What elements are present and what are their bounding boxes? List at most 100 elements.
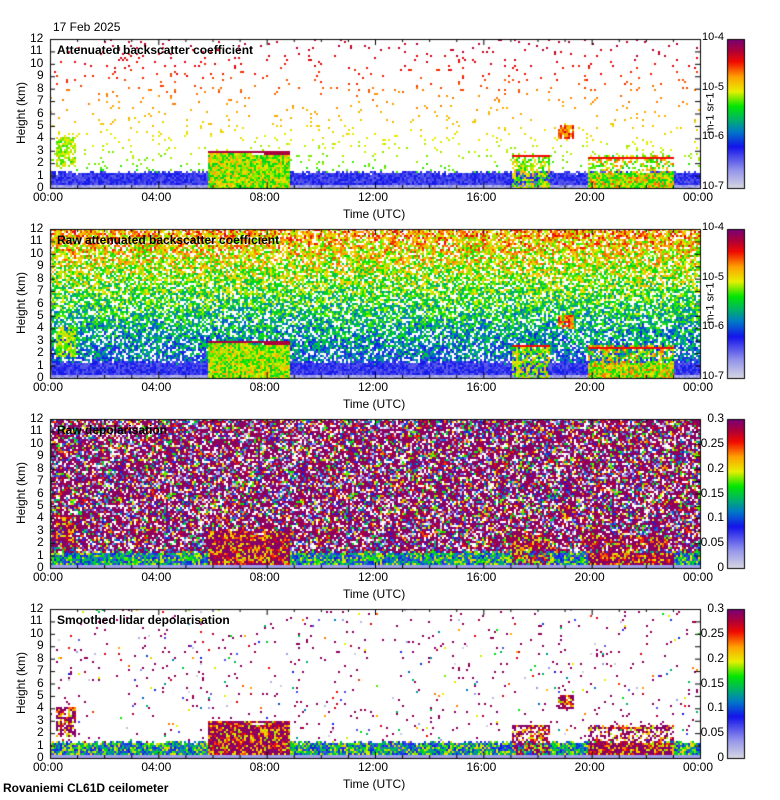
- panel-title: Attenuated backscatter coefficient: [57, 43, 254, 57]
- y-tick-label: 5: [37, 497, 44, 512]
- x-tick-label: 00:00: [33, 760, 64, 774]
- date-label: 17 Feb 2025: [53, 20, 121, 34]
- colorbar-unit-label: m-1 sr-1: [704, 92, 717, 133]
- y-tick-label: 3: [37, 712, 44, 727]
- colorbar-tick-label: 0.15: [700, 675, 724, 690]
- y-tick-label: 12: [30, 31, 44, 45]
- y-tick-label: 9: [37, 448, 44, 463]
- x-tick-label: 04:00: [141, 760, 172, 774]
- y-tick-label: 1: [37, 167, 44, 182]
- colorbar-tick-label: 0.25: [700, 435, 724, 450]
- y-tick-label: 7: [37, 473, 44, 488]
- y-tick-label: 5: [37, 307, 44, 322]
- y-axis-label: Height (km): [14, 461, 29, 524]
- x-axis-label: Time (UTC): [343, 777, 406, 791]
- y-tick-label: 8: [37, 460, 44, 475]
- y-tick-label: 5: [37, 117, 44, 132]
- colorbar-tick-label: 0.15: [700, 485, 724, 500]
- y-tick-label: 2: [37, 535, 44, 550]
- x-tick-label: 00:00: [33, 190, 64, 204]
- colorbar-tick-label: 10-5: [701, 270, 724, 283]
- y-axis-label: Height (km): [14, 651, 29, 714]
- colorbar-tick-label: 0.2: [707, 650, 724, 665]
- y-axis-label: Height (km): [14, 271, 29, 334]
- colorbar-tick-label: 10-7: [701, 180, 724, 192]
- x-tick-label: 20:00: [574, 570, 605, 584]
- y-tick-label: 9: [37, 258, 44, 273]
- colorbar-tick-label: 0.1: [707, 700, 724, 715]
- y-tick-label: 7: [37, 663, 44, 678]
- y-tick-label: 4: [37, 510, 44, 525]
- y-tick-label: 1: [37, 357, 44, 372]
- y-tick-label: 0: [37, 750, 44, 764]
- colorbar-tick-label: 0: [717, 750, 724, 764]
- y-tick-label: 4: [37, 130, 44, 145]
- x-tick-label: 08:00: [249, 570, 280, 584]
- y-tick-label: 7: [37, 93, 44, 108]
- y-tick-label: 8: [37, 270, 44, 285]
- colorbar-tick-label: 0.3: [707, 601, 724, 615]
- y-tick-label: 3: [37, 522, 44, 537]
- colorbar-tick-label: 0: [717, 560, 724, 574]
- y-tick-label: 12: [30, 221, 44, 235]
- y-tick-label: 0: [37, 180, 44, 194]
- x-tick-label: 00:00: [683, 760, 714, 774]
- y-tick-label: 9: [37, 638, 44, 653]
- y-tick-label: 4: [37, 700, 44, 715]
- x-tick-label: 20:00: [574, 760, 605, 774]
- colorbar-tick-label: 10-4: [701, 221, 724, 233]
- y-tick-label: 6: [37, 485, 44, 500]
- y-tick-label: 6: [37, 675, 44, 690]
- y-tick-label: 1: [37, 547, 44, 562]
- y-tick-label: 9: [37, 68, 44, 83]
- x-axis-label: Time (UTC): [343, 587, 406, 601]
- y-tick-label: 12: [30, 601, 44, 615]
- colorbar-tick-label: 10-4: [701, 31, 724, 43]
- y-tick-label: 0: [37, 370, 44, 384]
- x-tick-label: 16:00: [466, 570, 497, 584]
- x-tick-label: 00:00: [33, 380, 64, 394]
- y-tick-label: 10: [30, 625, 44, 640]
- y-tick-label: 2: [37, 345, 44, 360]
- x-tick-label: 20:00: [574, 380, 605, 394]
- y-tick-label: 11: [30, 233, 43, 248]
- x-tick-label: 08:00: [249, 760, 280, 774]
- x-tick-label: 12:00: [358, 570, 389, 584]
- x-axis-label: Time (UTC): [343, 207, 406, 221]
- y-tick-label: 10: [30, 245, 44, 260]
- colorbar-tick-label: 0.3: [707, 411, 724, 425]
- colorbar-tick-label: 10-7: [701, 370, 724, 382]
- y-tick-label: 3: [37, 332, 44, 347]
- x-tick-label: 16:00: [466, 760, 497, 774]
- site-label: Rovaniemi CL61D ceilometer: [3, 781, 169, 795]
- x-tick-label: 04:00: [141, 380, 172, 394]
- y-tick-label: 10: [30, 435, 44, 450]
- panel-title: Raw depolarisation: [57, 423, 168, 437]
- x-tick-label: 00:00: [683, 380, 714, 394]
- x-tick-label: 12:00: [358, 760, 389, 774]
- y-axis-label: Height (km): [14, 81, 29, 144]
- y-tick-label: 8: [37, 650, 44, 665]
- y-tick-label: 8: [37, 80, 44, 95]
- x-tick-label: 00:00: [683, 190, 714, 204]
- colorbar-tick-label: 10-6: [701, 320, 724, 333]
- colorbar-tick-label: 10-5: [701, 80, 724, 93]
- colorbar-tick-label: 10-6: [701, 130, 724, 143]
- y-tick-label: 5: [37, 687, 44, 702]
- panel-title: Smoothed lidar depolarisation: [57, 613, 230, 627]
- y-tick-label: 6: [37, 295, 44, 310]
- y-tick-label: 11: [30, 423, 43, 438]
- x-tick-label: 00:00: [33, 570, 64, 584]
- y-tick-label: 3: [37, 142, 44, 157]
- x-tick-label: 08:00: [249, 380, 280, 394]
- y-tick-label: 4: [37, 320, 44, 335]
- panel-title: Raw attenuated backscatter coefficient: [57, 233, 280, 247]
- x-tick-label: 08:00: [249, 190, 280, 204]
- colorbar-unit-label: m-1 sr-1: [704, 282, 717, 323]
- x-tick-label: 00:00: [683, 570, 714, 584]
- x-tick-label: 04:00: [141, 190, 172, 204]
- colorbar-tick-label: 0.2: [707, 460, 724, 475]
- y-tick-label: 11: [30, 43, 43, 58]
